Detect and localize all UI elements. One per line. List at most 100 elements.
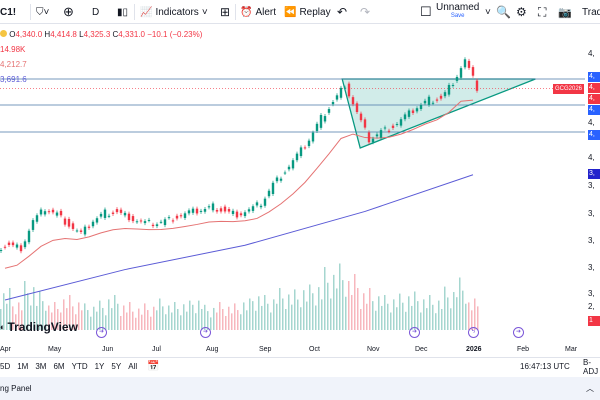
settings-icon[interactable]: ⚙ [516,5,527,19]
range-button-ytd[interactable]: YTD [71,362,88,371]
volume-bar [396,307,398,330]
volume-bar [264,295,266,330]
range-button-1y[interactable]: 1Y [94,362,105,371]
volume-bar [63,299,65,330]
indicators-button[interactable]: 📈 Indicators ˅ [140,0,208,24]
volume-bar [462,290,464,330]
candle [383,127,387,129]
candle [27,230,31,243]
layout-checkbox-icon[interactable]: ☐ [420,4,432,19]
volume-bar [3,293,5,330]
add-symbol-icon[interactable]: ⊕ [63,4,74,19]
volume-bar [120,316,122,330]
candle [47,211,51,213]
undo-icon[interactable]: ↶ [337,5,348,19]
candle [183,213,187,218]
volume-bar [156,310,158,330]
time-label: May [48,346,62,353]
templates-icon[interactable]: ⊞ [220,5,231,19]
candle [331,102,335,105]
candle [219,208,223,212]
volume-bar [132,311,134,330]
volume-bar [177,309,179,330]
trading-panel[interactable]: ng Panel ︿ [0,377,600,400]
event-icon[interactable]: ➜ [96,327,107,338]
volume-bar [147,310,149,330]
fullscreen-icon[interactable]: ⛶ [538,4,547,19]
volume-bar [345,296,347,330]
trade-button[interactable]: Trade [582,6,600,18]
candle [267,190,271,197]
range-button-5y[interactable]: 5Y [111,362,122,371]
candle [359,113,363,121]
range-button-5d[interactable]: 5D [0,362,11,371]
ma-fast-line [4,99,474,269]
ma-slow-line [4,174,474,301]
volume-bar [9,288,11,330]
dividend-icon[interactable]: ϟ [468,327,479,338]
price-tag: 4, [588,105,600,115]
candle [235,211,239,218]
compare-icon[interactable]: ⛉˅ [36,6,50,18]
candle [299,147,303,157]
event-icon[interactable]: ➜ [200,327,211,338]
redo-icon[interactable]: ↷ [360,5,371,19]
layout-name[interactable]: Unnamed Save [436,0,479,24]
volume-bar [318,287,320,330]
event-icon[interactable]: ➜ [513,327,524,338]
panel-label: ng Panel [0,384,32,393]
price-label: 3, [588,289,595,298]
adjust-button[interactable]: B-ADJ [583,357,599,376]
close-value: 4,331.0 [118,30,145,39]
time-label: 2026 [466,346,482,353]
volume-bar [306,301,308,330]
candle [475,80,479,91]
volume-bar [246,310,248,330]
range-button-3m[interactable]: 3M [35,362,47,371]
volume-bar [18,302,20,330]
candle [59,210,63,216]
symbol-search[interactable]: C1! [0,6,17,18]
volume-bar [12,306,14,330]
volume-bar [144,303,146,330]
chevron-up-icon[interactable]: ︿ [586,384,594,393]
volume-bar [390,312,392,330]
goto-date-icon[interactable]: 📅 [147,361,160,372]
alert-button[interactable]: ⏰ Alert [240,0,276,24]
candle [127,213,131,221]
volume-bar [336,288,338,330]
volume-bar [426,308,428,330]
candle [371,138,375,143]
snapshot-icon[interactable]: 📷 [558,6,572,19]
close-label: C [112,30,119,39]
candle [455,76,459,81]
quick-search-icon[interactable]: 🔍 [496,5,511,19]
range-button-all[interactable]: All [128,362,138,371]
tradingview-logo[interactable]: ◐ TradingView [0,320,78,334]
volume-bar [234,303,236,330]
volume-bar [378,296,380,330]
save-label: Save [450,13,465,19]
volume-bar [210,317,212,330]
replay-button[interactable]: ⏪ Replay [284,0,331,24]
candle [319,114,323,128]
candle-type-icon[interactable]: ▮▯ [117,6,129,18]
candle [275,177,279,182]
price-chart[interactable] [0,25,585,343]
event-icon[interactable]: ➜ [409,327,420,338]
volume-bar [225,316,227,330]
range-button-1m[interactable]: 1M [17,362,29,371]
chevron-down-icon[interactable]: ˅ [485,6,491,18]
candle [263,198,267,206]
volume-bar [252,301,254,330]
volume-bar [87,310,89,330]
candle [179,215,183,217]
range-button-6m[interactable]: 6M [53,362,65,371]
replay-label: Replay [299,6,331,18]
chevron-down-icon: ˅ [201,6,208,18]
volume-bar [291,304,293,330]
price-tag: 1 [588,316,600,326]
interval-button[interactable]: D [92,6,100,18]
candle [231,210,235,214]
volume-bar [405,311,407,330]
